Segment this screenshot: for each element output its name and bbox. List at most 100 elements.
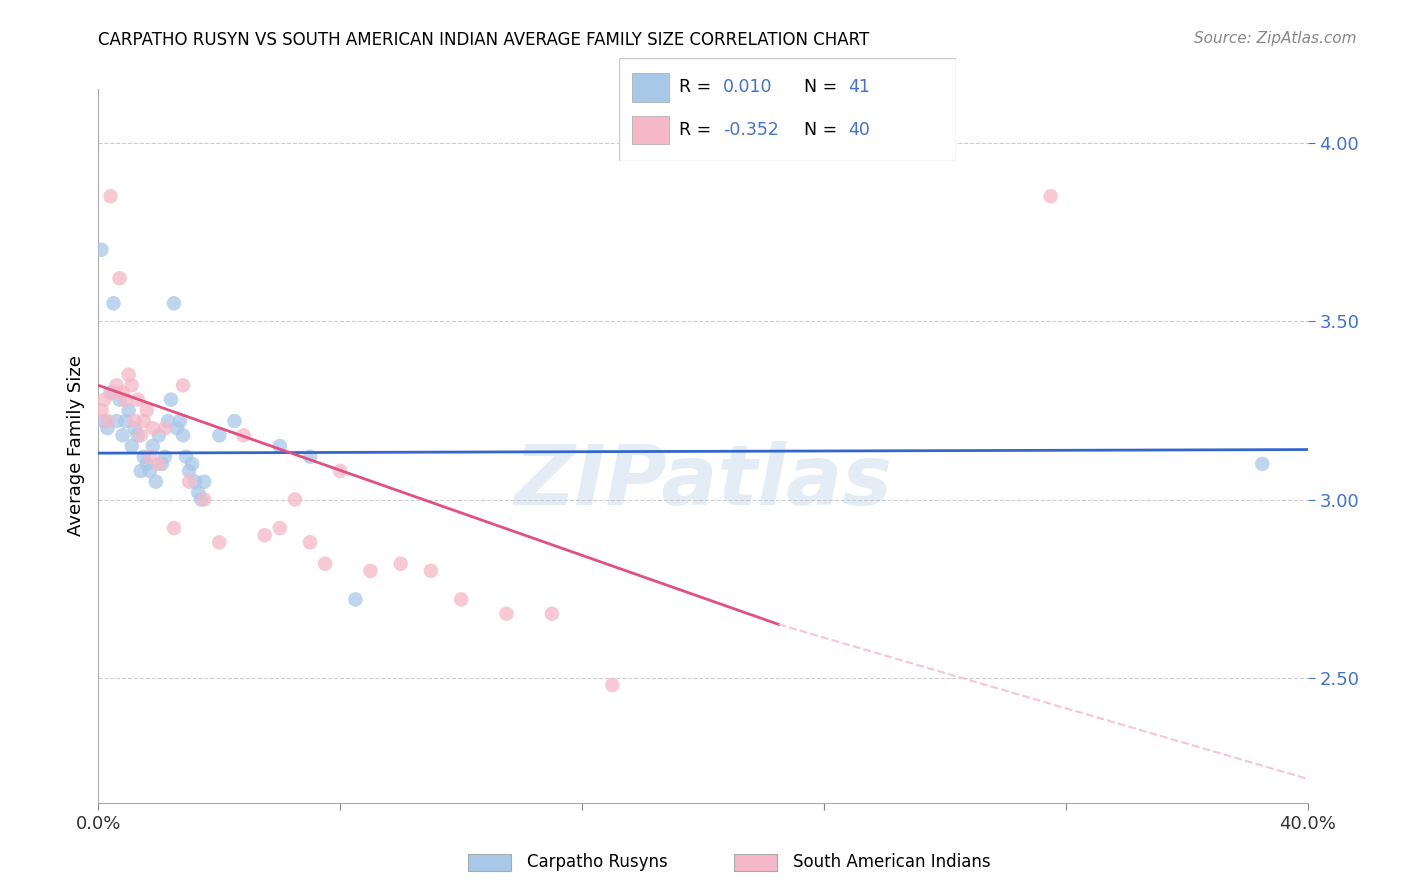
Text: South American Indians: South American Indians [793, 854, 990, 871]
Point [172, 428, 194, 442]
Point [105, 414, 128, 428]
Point [132, 450, 155, 464]
Point [540, 607, 562, 621]
Point [284, 492, 307, 507]
Point [181, 457, 204, 471]
Point [108, 271, 131, 285]
Point [111, 385, 134, 400]
Point [139, 450, 162, 464]
Point [96, 414, 118, 428]
Point [114, 392, 136, 407]
Point [602, 678, 624, 692]
Text: R =: R = [679, 78, 717, 96]
Text: 40: 40 [848, 120, 870, 139]
Point [177, 464, 201, 478]
Point [419, 564, 441, 578]
Y-axis label: Average Family Size: Average Family Size [66, 356, 84, 536]
Point [124, 414, 146, 428]
Text: ZIPatlas: ZIPatlas [515, 442, 891, 522]
Point [108, 392, 131, 407]
Point [169, 414, 191, 428]
Point [314, 557, 336, 571]
Point [156, 414, 179, 428]
Point [105, 378, 128, 392]
Text: Carpatho Rusyns: Carpatho Rusyns [527, 854, 668, 871]
Point [190, 492, 212, 507]
Point [142, 421, 165, 435]
Text: 0.010: 0.010 [723, 78, 773, 96]
Point [118, 368, 141, 382]
Point [103, 296, 125, 310]
Point [148, 457, 170, 471]
Point [187, 485, 209, 500]
Point [495, 607, 517, 621]
Point [184, 475, 207, 489]
Point [193, 492, 215, 507]
Point [163, 296, 186, 310]
Text: Source: ZipAtlas.com: Source: ZipAtlas.com [1194, 31, 1357, 46]
Point [135, 403, 157, 417]
Point [111, 428, 134, 442]
Point [160, 392, 183, 407]
Point [96, 421, 118, 435]
Point [193, 475, 215, 489]
Point [100, 189, 122, 203]
Point [90, 243, 112, 257]
Point [172, 378, 194, 392]
Point [208, 535, 231, 549]
Point [329, 464, 352, 478]
FancyBboxPatch shape [619, 58, 956, 161]
Point [93, 414, 115, 428]
Point [145, 475, 167, 489]
Text: CARPATHO RUSYN VS SOUTH AMERICAN INDIAN AVERAGE FAMILY SIZE CORRELATION CHART: CARPATHO RUSYN VS SOUTH AMERICAN INDIAN … [98, 31, 870, 49]
Point [129, 428, 152, 442]
Point [153, 421, 176, 435]
Point [139, 464, 162, 478]
Point [121, 378, 143, 392]
Point [232, 428, 254, 442]
Point [1251, 457, 1274, 471]
Point [129, 464, 152, 478]
Text: N =: N = [804, 120, 844, 139]
Point [118, 403, 141, 417]
Point [93, 392, 115, 407]
Point [360, 564, 382, 578]
Point [135, 457, 157, 471]
Point [344, 592, 367, 607]
Point [389, 557, 412, 571]
Point [124, 421, 146, 435]
Point [269, 439, 291, 453]
Point [114, 414, 136, 428]
Text: -0.352: -0.352 [723, 120, 779, 139]
Point [121, 439, 143, 453]
Point [132, 414, 155, 428]
Bar [633, 73, 669, 102]
Bar [633, 116, 669, 144]
Point [177, 475, 201, 489]
Point [142, 439, 165, 453]
Point [127, 392, 149, 407]
Bar [734, 854, 778, 871]
Point [90, 403, 112, 417]
Text: 41: 41 [848, 78, 870, 96]
Point [150, 457, 173, 471]
Point [127, 428, 149, 442]
Point [100, 385, 122, 400]
Point [450, 592, 472, 607]
Point [253, 528, 276, 542]
Point [148, 428, 170, 442]
Point [103, 385, 125, 400]
Point [166, 421, 188, 435]
Point [174, 450, 197, 464]
Point [224, 414, 246, 428]
Point [299, 535, 322, 549]
Point [1039, 189, 1062, 203]
Point [163, 521, 186, 535]
Point [269, 521, 291, 535]
Point [299, 450, 322, 464]
Point [208, 428, 231, 442]
Text: R =: R = [679, 120, 717, 139]
Text: N =: N = [804, 78, 844, 96]
Bar [468, 854, 512, 871]
Point [153, 450, 176, 464]
